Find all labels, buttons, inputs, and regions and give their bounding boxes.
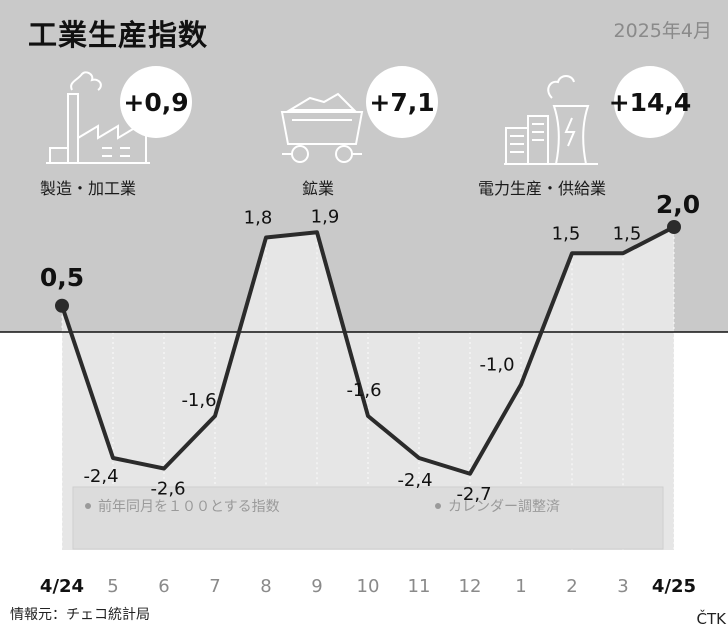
data-label-5: 1,9 (311, 206, 340, 227)
energy-label: 電力生産・供給業 (478, 179, 607, 198)
x-tick-0: 4/24 (40, 576, 84, 597)
legend-entry-0: 前年同月を１００とする指数 (98, 498, 280, 515)
x-tick-5: 9 (311, 576, 322, 597)
x-tick-12: 4/25 (652, 576, 696, 597)
legend-entry-1: カレンダー調整済 (448, 499, 560, 515)
x-tick-3: 7 (209, 576, 220, 597)
series-line (60, 225, 675, 476)
data-label-1: -2,4 (83, 466, 118, 487)
agency-credit: ČTK (696, 610, 726, 628)
data-label-11: 1,5 (613, 223, 642, 244)
x-tick-10: 2 (566, 576, 577, 597)
power-plant-icon (504, 75, 598, 165)
legend-box (72, 486, 664, 550)
factory-icon (46, 71, 150, 164)
legend-dot-1 (435, 503, 441, 509)
x-tick-4: 8 (260, 576, 271, 597)
x-tick-6: 10 (357, 576, 380, 597)
data-label-9: -1,0 (479, 355, 514, 376)
data-point-12 (667, 220, 681, 234)
x-tick-2: 6 (158, 576, 169, 597)
manufacturing-label: 製造・加工業 (40, 179, 137, 198)
data-label-3: -1,6 (181, 390, 216, 411)
page-title: 工業生産指数 (28, 18, 209, 52)
data-label-0: 0,5 (40, 263, 84, 292)
source-note: 情報元：チェコ統計局 (10, 607, 150, 623)
data-label-2: -2,6 (150, 479, 185, 500)
data-label-10: 1,5 (552, 223, 581, 244)
data-label-6: -1,6 (346, 380, 381, 401)
x-tick-9: 1 (515, 576, 526, 597)
x-tick-7: 11 (408, 576, 431, 597)
x-tick-1: 5 (107, 576, 118, 597)
energy-change-badge: +14,4 (609, 66, 691, 138)
manufacturing-change-badge: +0,9 (120, 66, 192, 138)
data-label-4: 1,8 (244, 208, 273, 229)
data-point-0 (55, 298, 69, 313)
x-tick-11: 3 (617, 576, 628, 597)
x-tick-8: 12 (459, 576, 482, 597)
data-label-12: 2,0 (656, 190, 700, 219)
mining-change-badge: +7,1 (366, 66, 438, 138)
period-label: 2025年4月 (613, 20, 712, 42)
data-label-7: -2,4 (397, 470, 432, 491)
data-label-8: -2,7 (456, 484, 491, 505)
mining-label: 鉱業 (302, 179, 335, 198)
legend-dot-0 (85, 503, 91, 509)
mine-cart-icon (280, 92, 364, 163)
